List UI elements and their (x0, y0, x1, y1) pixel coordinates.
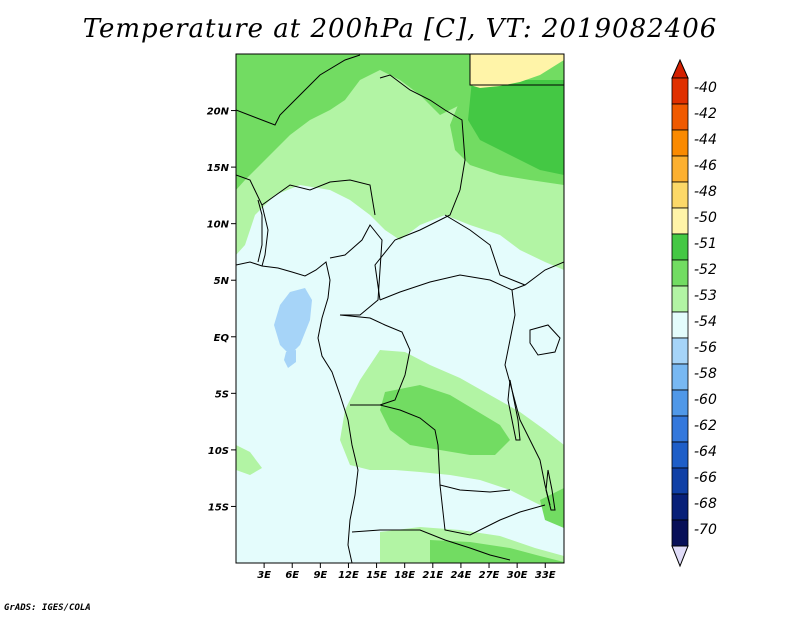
borders (236, 54, 564, 563)
lat-tick-label: 5S (215, 389, 229, 400)
border-congo (339, 314, 411, 406)
lat-tick-label: EQ (214, 333, 230, 344)
lat-tick-label: 15N (207, 163, 230, 174)
colorbar-swatch (671, 337, 689, 365)
colorbar-bottom-arrow (671, 545, 689, 568)
colorbar-label: -54 (694, 314, 717, 330)
colorbar-label: -62 (694, 418, 717, 434)
colorbar-swatch (671, 77, 689, 105)
lat-tick-label: 10N (207, 220, 230, 231)
colorbar-label: -50 (694, 210, 717, 226)
colorbar-label: -56 (694, 340, 717, 356)
colorbar-swatch (671, 493, 689, 521)
colorbar-swatch (671, 415, 689, 443)
colorbar-label: -70 (694, 522, 717, 538)
coastline-west-africa (236, 261, 359, 563)
colorbar-label: -53 (694, 288, 717, 304)
plot-frame (235, 53, 565, 564)
lon-tick-label: 12E (338, 570, 359, 581)
lat-tick-label: 5N (214, 276, 230, 287)
lon-tick-label: 15E (366, 570, 387, 581)
border-car (379, 274, 526, 301)
colorbar-label: -60 (694, 392, 717, 408)
temp-region-53-southwest (236, 445, 262, 475)
border-sudan-egypt (469, 54, 564, 86)
temp-region-52-southeast (540, 488, 564, 528)
colorbar-label: -64 (694, 444, 717, 460)
lon-tick-label: 6E (285, 570, 299, 581)
colorbar-swatch (671, 467, 689, 495)
colorbar-label: -42 (694, 106, 717, 122)
border-zambia (439, 484, 546, 536)
colorbar-label: -51 (694, 236, 717, 252)
lat-tick-label: 20N (207, 107, 230, 118)
colorbar-swatch (671, 389, 689, 417)
colorbar-swatch (671, 181, 689, 209)
border-nigeria-benin (257, 199, 263, 263)
border-chad-sudan (374, 189, 461, 301)
colorbar-swatch (671, 103, 689, 131)
border-drc-angola (350, 404, 511, 493)
colorbar: -40 -42 -44 -46 -48 -50 -51 -52 -53 -54 -56 -58 -60 -… (671, 58, 717, 568)
colorbar-label: -48 (694, 184, 717, 200)
border-drc-east (504, 289, 551, 506)
colorbar-swatch (671, 233, 689, 261)
border-angola-south (351, 529, 511, 561)
colorbar-swatch (671, 285, 689, 313)
colorbar-swatch (671, 519, 689, 547)
map-title: Temperature at 200hPa [C], VT: 201908240… (82, 14, 718, 44)
lake-tanganyika (507, 379, 521, 441)
border-burkina-ghana (236, 174, 269, 267)
lon-tick-label: 9E (313, 570, 327, 581)
credit-label: GrADS: IGES/COLA (4, 603, 91, 613)
temp-region-56-gulf (274, 288, 312, 355)
lake-malawi (545, 469, 556, 511)
temp-region-56-small (284, 350, 296, 368)
lon-tick-label: 18E (394, 570, 415, 581)
border-mali-niger (236, 54, 361, 126)
temp-region-51-northeast (468, 80, 564, 175)
colorbar-label: -40 (694, 80, 717, 96)
lat-tick-label: 15S (208, 502, 229, 513)
lon-tick-label: 27E (479, 570, 500, 581)
lon-axis: 3E 6E 9E 12E 15E 18E 21E 24E 27E 30E 33E (257, 563, 556, 581)
temp-region-52-north (236, 54, 470, 190)
temperature-fill (236, 54, 564, 563)
colorbar-top-arrow (671, 58, 689, 79)
colorbar-swatch (671, 129, 689, 157)
lon-tick-label: 3E (257, 570, 271, 581)
colorbar-swatch (671, 155, 689, 183)
lat-axis: 20N 15N 10N 5N EQ 5S 10S 15S (207, 107, 236, 513)
colorbar-label: -58 (694, 366, 717, 382)
lon-tick-label: 30E (507, 570, 528, 581)
colorbar-swatch (671, 259, 689, 287)
lon-tick-label: 21E (422, 570, 443, 581)
colorbar-swatch (671, 207, 689, 235)
colorbar-label: -52 (694, 262, 717, 278)
lake-victoria (529, 324, 561, 356)
border-niger-nigeria (261, 179, 376, 216)
border-niger-chad (379, 74, 466, 191)
lat-tick-label: 10S (208, 446, 229, 457)
colorbar-swatch (671, 363, 689, 391)
colorbar-label: -44 (694, 132, 717, 148)
lon-tick-label: 24E (451, 570, 472, 581)
temp-region-50-northeast (470, 54, 564, 88)
lon-tick-label: 33E (535, 570, 556, 581)
colorbar-label: -46 (694, 158, 717, 174)
colorbar-swatch (671, 311, 689, 339)
border-sudan-ss (444, 214, 564, 286)
colorbar-label: -68 (694, 496, 717, 512)
colorbar-label: -66 (694, 470, 717, 486)
temp-region-52-south (380, 385, 510, 455)
border-cameroon (329, 224, 383, 316)
colorbar-swatch (671, 441, 689, 469)
